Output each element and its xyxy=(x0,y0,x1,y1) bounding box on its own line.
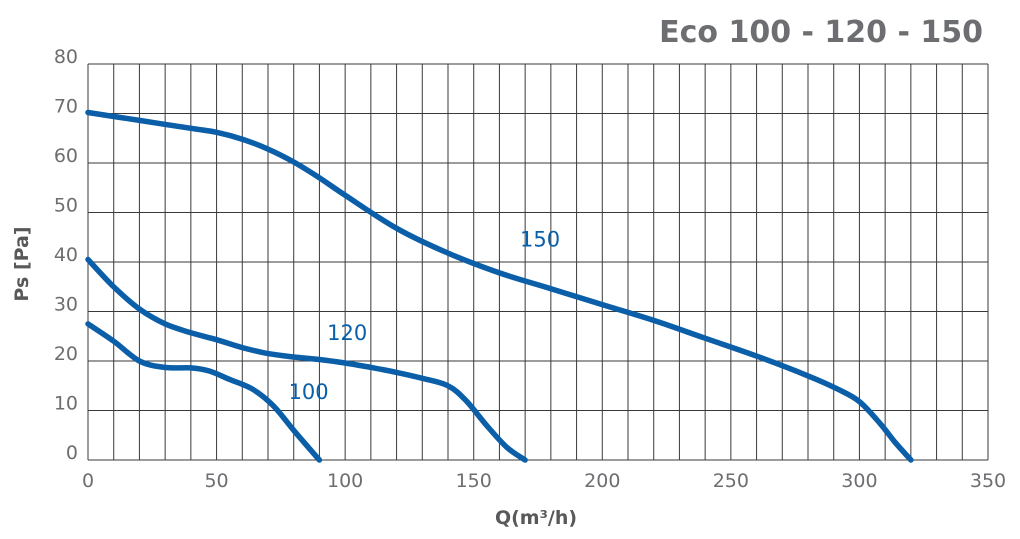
y-axis-label: Ps [Pa] xyxy=(11,226,33,301)
y-tick-label: 20 xyxy=(54,343,78,365)
y-tick-label: 10 xyxy=(54,393,78,415)
series-labels: 100 120 150 xyxy=(289,228,561,404)
series-line-100 xyxy=(85,321,323,463)
x-tick-label: 300 xyxy=(841,470,877,492)
chart-title: Eco 100 - 120 - 150 xyxy=(659,15,983,50)
y-tick-label: 40 xyxy=(54,244,78,266)
series-label-100: 100 xyxy=(289,380,329,404)
y-tick-labels: 0 10 20 30 40 50 60 70 80 xyxy=(54,46,78,464)
series-label-150: 150 xyxy=(520,228,560,252)
x-axis-label: Q(m³/h) xyxy=(495,507,577,529)
series-line-150 xyxy=(85,109,914,463)
series-lines xyxy=(85,109,914,463)
x-tick-label: 50 xyxy=(204,470,228,492)
x-tick-labels: 0 50 100 150 200 250 300 350 xyxy=(82,470,1006,492)
y-tick-label: 70 xyxy=(54,96,78,118)
y-tick-label: 80 xyxy=(54,46,78,68)
y-tick-label: 0 xyxy=(66,442,78,464)
x-tick-label: 100 xyxy=(327,470,363,492)
x-tick-label: 150 xyxy=(456,470,492,492)
series-line-120 xyxy=(85,256,528,463)
x-tick-label: 0 xyxy=(82,470,94,492)
series-label-120: 120 xyxy=(327,321,367,345)
y-tick-label: 60 xyxy=(54,145,78,167)
x-tick-label: 350 xyxy=(970,470,1006,492)
y-tick-label: 30 xyxy=(54,294,78,316)
x-tick-label: 200 xyxy=(584,470,620,492)
grid xyxy=(87,63,989,461)
x-tick-label: 250 xyxy=(713,470,749,492)
y-tick-label: 50 xyxy=(54,195,78,217)
